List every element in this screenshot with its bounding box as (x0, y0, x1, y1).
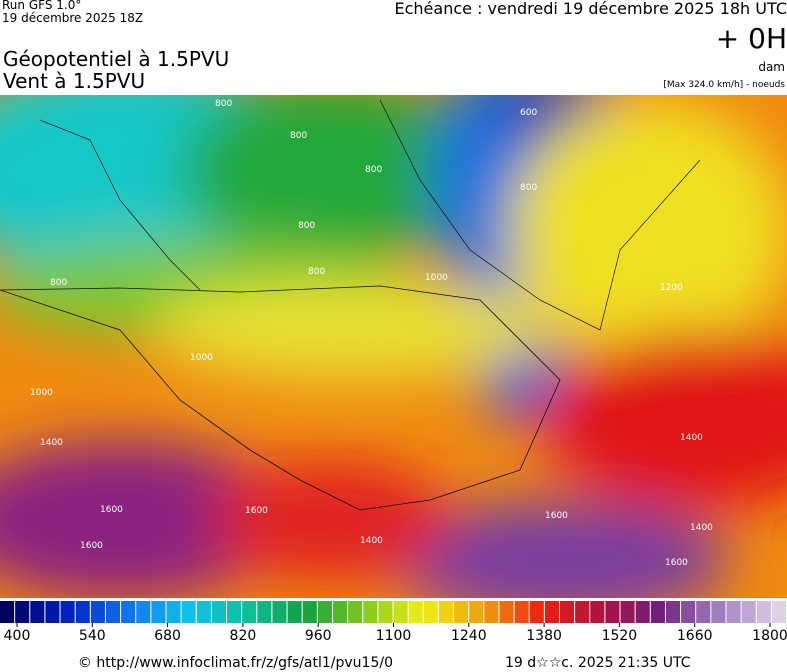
color-cell (45, 601, 60, 623)
color-cell (90, 601, 105, 623)
color-cell (726, 601, 741, 623)
color-cell (650, 601, 665, 623)
contour-label: 1600 (665, 558, 688, 568)
lead-time: + 0H (716, 22, 787, 55)
color-cell (771, 601, 786, 623)
map (0, 95, 787, 598)
colorbar-label: 1380 (526, 628, 562, 644)
valid-time: Echéance : vendredi 19 décembre 2025 18h… (395, 0, 787, 18)
color-cell (105, 601, 121, 623)
color-cell (121, 601, 136, 623)
color-cell (635, 601, 650, 623)
color-cell (499, 601, 514, 623)
colorbar-label: 400 (4, 628, 31, 644)
color-cell (605, 601, 620, 623)
color-cell (363, 601, 378, 623)
contour-label: 1200 (660, 283, 683, 293)
contour-label: 800 (50, 278, 67, 288)
color-cell (756, 601, 771, 623)
color-cell (332, 601, 348, 623)
color-cell (151, 601, 166, 623)
color-cell (211, 601, 227, 623)
color-cell (348, 601, 363, 623)
color-cell (393, 601, 408, 623)
color-cell (166, 601, 181, 623)
contour-label: 1400 (360, 536, 383, 546)
color-cell (408, 601, 423, 623)
color-cell (681, 601, 696, 623)
subtitle: Vent à 1.5PVU (3, 69, 145, 93)
color-cell (620, 601, 635, 623)
contour-label: 1400 (680, 433, 703, 443)
run-date: 19 décembre 2025 18Z (2, 11, 143, 25)
contour-label: 1000 (190, 353, 213, 363)
contour-label: 800 (215, 99, 232, 109)
contour-label: 1400 (40, 438, 63, 448)
color-cell (181, 601, 196, 623)
contour-label: 1000 (30, 388, 53, 398)
colorbar: 400 540 680 820 960 1100 1240 1380 1520 1660 1800 (0, 601, 787, 644)
colorbar-label: 960 (305, 628, 332, 644)
generated: 19 d☆☆c. 2025 21:35 UTC (505, 655, 691, 671)
colorbar-label: 1520 (602, 628, 638, 644)
title: Géopotentiel à 1.5PVU (3, 47, 229, 71)
colorbar-label: 1800 (752, 628, 787, 644)
contour-label: 1400 (690, 523, 713, 533)
max-wind: [Max 324.0 km/h] - noeuds (663, 80, 785, 90)
contour-label: 1600 (545, 511, 568, 521)
contour-label: 1000 (425, 273, 448, 283)
contour-label: 800 (365, 165, 382, 175)
color-cell (529, 601, 544, 623)
colorbar-label: 680 (154, 628, 181, 644)
color-cell (590, 601, 605, 623)
color-cell (469, 601, 484, 623)
color-cell (272, 601, 287, 623)
contour-label: 1600 (80, 541, 103, 551)
color-cell (317, 601, 332, 623)
color-cell (711, 601, 726, 623)
color-cell (136, 601, 151, 623)
contour-label: 600 (520, 108, 537, 118)
contour-label: 800 (298, 221, 315, 231)
color-cell (30, 601, 45, 623)
colorbar-label: 820 (230, 628, 257, 644)
color-cell (544, 601, 559, 623)
color-cell (665, 601, 681, 623)
color-cell (0, 601, 15, 623)
contour-label: 1600 (245, 506, 268, 516)
color-cell (287, 601, 302, 623)
colorbar-label: 1100 (376, 628, 412, 644)
colorbar-label: 540 (79, 628, 106, 644)
color-cell (302, 601, 317, 623)
color-cell (484, 601, 499, 623)
color-cell (575, 601, 590, 623)
colorbar-label: 1660 (677, 628, 713, 644)
color-cell (15, 601, 30, 623)
color-cell (559, 601, 575, 623)
color-cell (257, 601, 272, 623)
contour-label: 800 (308, 267, 325, 277)
color-cell (242, 601, 257, 623)
color-cell (75, 601, 90, 623)
color-cell (423, 601, 438, 623)
color-cell (696, 601, 711, 623)
contour-label: 800 (290, 131, 307, 141)
color-cell (514, 601, 529, 623)
unit: dam (758, 60, 785, 74)
run: Run GFS 1.0° (2, 0, 81, 12)
color-cell (438, 601, 454, 623)
color-cell (227, 601, 242, 623)
color-cell (60, 601, 75, 623)
color-cell (741, 601, 756, 623)
contour-label: 800 (520, 183, 537, 193)
color-cell (454, 601, 469, 623)
color-cell (378, 601, 393, 623)
color-cell (196, 601, 211, 623)
colorbar-label: 1240 (451, 628, 487, 644)
source: © http://www.infoclimat.fr/z/gfs/atl1/pv… (78, 655, 393, 671)
contour-label: 1600 (100, 505, 123, 515)
